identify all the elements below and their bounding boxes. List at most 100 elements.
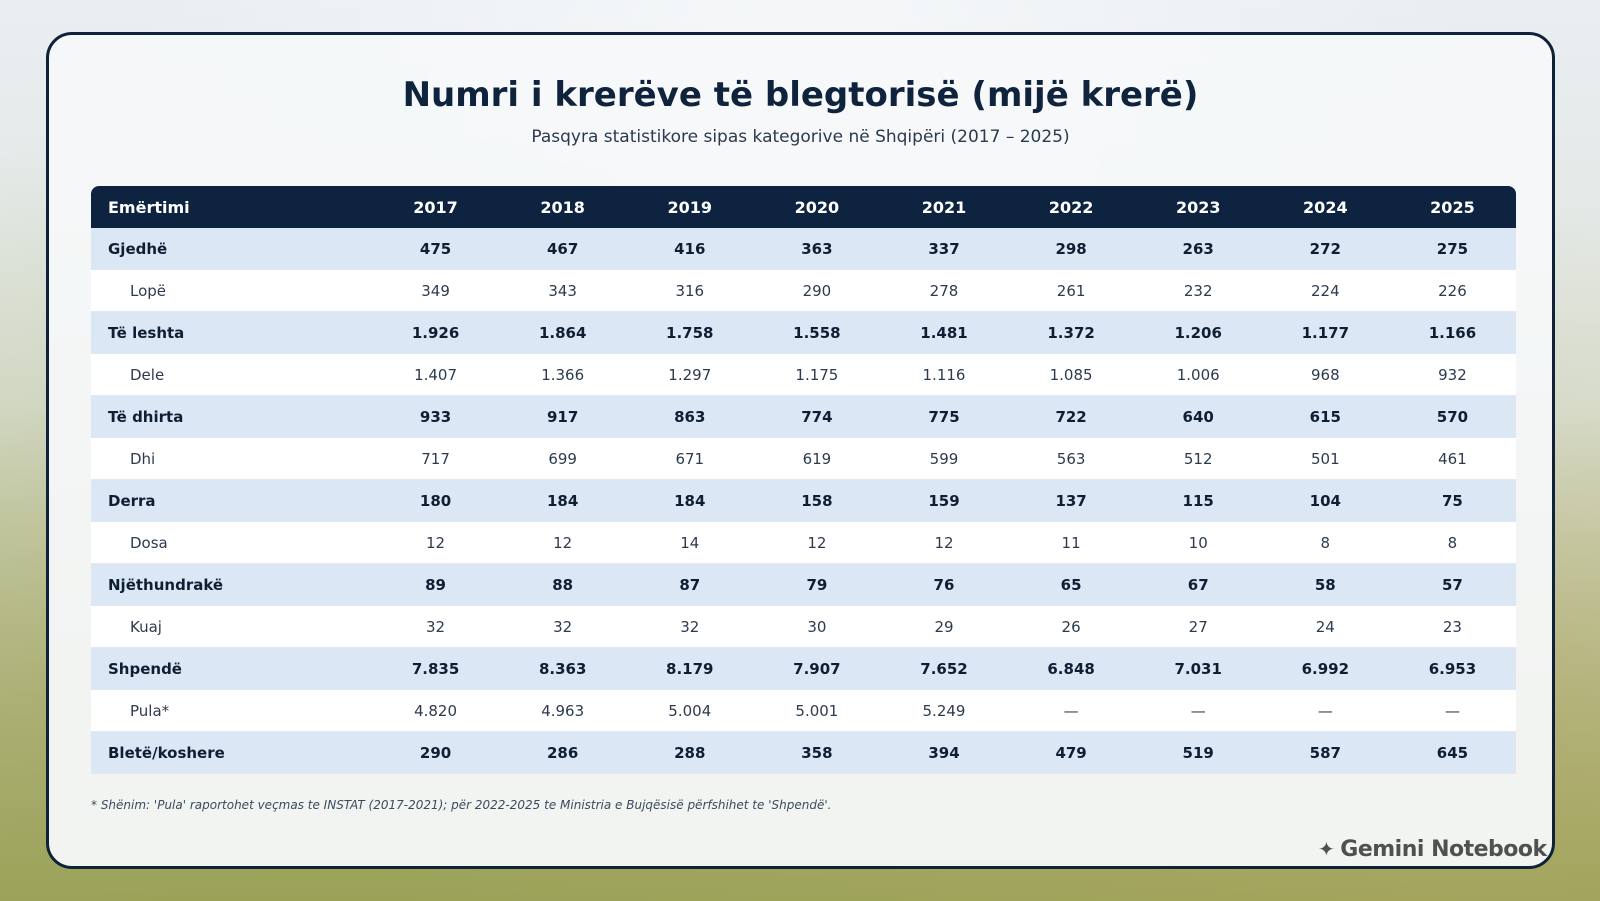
table-cell: 717 bbox=[372, 438, 500, 480]
table-cell: 5.249 bbox=[880, 690, 1008, 732]
table-cell: 1.177 bbox=[1261, 312, 1389, 354]
row-label: Dele bbox=[91, 354, 372, 396]
table-cell: 619 bbox=[753, 438, 881, 480]
table-cell: 1.006 bbox=[1134, 354, 1262, 396]
table-cell: 8 bbox=[1261, 522, 1389, 564]
table-cell: 224 bbox=[1261, 270, 1389, 312]
table-cell: 1.558 bbox=[753, 312, 881, 354]
table-cell: 29 bbox=[880, 606, 1008, 648]
table-cell: 4.820 bbox=[372, 690, 500, 732]
table-cell: 1.926 bbox=[372, 312, 500, 354]
sparkle-icon: ✦ bbox=[1318, 837, 1335, 861]
table-cell: 512 bbox=[1134, 438, 1262, 480]
table-cell: 261 bbox=[1007, 270, 1135, 312]
table-cell: 358 bbox=[753, 732, 881, 774]
table-cell: — bbox=[1134, 690, 1262, 732]
table-cell: 394 bbox=[880, 732, 1008, 774]
table-cell: 587 bbox=[1261, 732, 1389, 774]
table-row: Gjedhë 475 467 416 363 337 298 263 272 275 bbox=[91, 228, 1516, 270]
table-cell: 184 bbox=[499, 480, 627, 522]
table-row: Derra 180 184 184 158 159 137 115 104 75 bbox=[91, 480, 1516, 522]
table-cell: 479 bbox=[1007, 732, 1135, 774]
table-cell: 180 bbox=[372, 480, 500, 522]
column-header: 2023 bbox=[1134, 186, 1262, 228]
row-label: Të leshta bbox=[91, 312, 372, 354]
table-cell: 7.652 bbox=[880, 648, 1008, 690]
table-cell: 272 bbox=[1261, 228, 1389, 270]
table-row: Kuaj 32 32 32 30 29 26 27 24 23 bbox=[91, 606, 1516, 648]
row-label: Dosa bbox=[91, 522, 372, 564]
table-cell: 1.175 bbox=[753, 354, 881, 396]
table-cell: 8 bbox=[1388, 522, 1516, 564]
table-row: Lopë 349 343 316 290 278 261 232 224 226 bbox=[91, 270, 1516, 312]
table-row: Njëthundrakë 89 88 87 79 76 65 67 58 57 bbox=[91, 564, 1516, 606]
column-header: 2018 bbox=[499, 186, 627, 228]
table-cell: 76 bbox=[880, 564, 1008, 606]
column-header: 2021 bbox=[880, 186, 1008, 228]
table-cell: 349 bbox=[372, 270, 500, 312]
table-cell: 1.758 bbox=[626, 312, 754, 354]
page-title: Numri i krerëve të blegtorisë (mijë krer… bbox=[402, 75, 1199, 115]
table-cell: 7.907 bbox=[753, 648, 881, 690]
table-cell: 775 bbox=[880, 396, 1008, 438]
table-cell: 184 bbox=[626, 480, 754, 522]
row-label: Gjedhë bbox=[91, 228, 372, 270]
row-label: Njëthundrakë bbox=[91, 564, 372, 606]
table-cell: 563 bbox=[1007, 438, 1135, 480]
column-header: 2017 bbox=[372, 186, 500, 228]
row-label: Bletë/koshere bbox=[91, 732, 372, 774]
table-cell: 774 bbox=[753, 396, 881, 438]
table-row: Të dhirta 933 917 863 774 775 722 640 615 570 bbox=[91, 396, 1516, 438]
table-cell: 26 bbox=[1007, 606, 1135, 648]
table-cell: 6.848 bbox=[1007, 648, 1135, 690]
table-cell: 699 bbox=[499, 438, 627, 480]
table-cell: 159 bbox=[880, 480, 1008, 522]
table-row: Të leshta 1.926 1.864 1.758 1.558 1.481 1.372 1… bbox=[91, 312, 1516, 354]
table-cell: 343 bbox=[499, 270, 627, 312]
table-cell: 1.864 bbox=[499, 312, 627, 354]
table-cell: 14 bbox=[626, 522, 754, 564]
table-cell: 137 bbox=[1007, 480, 1135, 522]
table-cell: 6.953 bbox=[1388, 648, 1516, 690]
table-cell: 24 bbox=[1261, 606, 1389, 648]
table-body: Gjedhë 475 467 416 363 337 298 263 272 275 Lopë 349… bbox=[91, 228, 1516, 774]
table-cell: 1.206 bbox=[1134, 312, 1262, 354]
table-cell: 226 bbox=[1388, 270, 1516, 312]
table-cell: 87 bbox=[626, 564, 754, 606]
row-label: Derra bbox=[91, 480, 372, 522]
table-cell: 12 bbox=[880, 522, 1008, 564]
row-label: Pula* bbox=[91, 690, 372, 732]
content-card: Numri i krerëve të blegtorisë (mijë krer… bbox=[46, 32, 1555, 869]
row-label: Lopë bbox=[91, 270, 372, 312]
watermark-text: Gemini Notebook bbox=[1340, 836, 1547, 862]
table-cell: 932 bbox=[1388, 354, 1516, 396]
table-row: Dosa 12 12 14 12 12 11 10 8 8 bbox=[91, 522, 1516, 564]
table-cell: 363 bbox=[753, 228, 881, 270]
table-cell: 75 bbox=[1388, 480, 1516, 522]
table-cell: 11 bbox=[1007, 522, 1135, 564]
table-cell: 1.116 bbox=[880, 354, 1008, 396]
table-cell: 645 bbox=[1388, 732, 1516, 774]
table-cell: 288 bbox=[626, 732, 754, 774]
table-cell: 12 bbox=[372, 522, 500, 564]
table-cell: 79 bbox=[753, 564, 881, 606]
table-cell: — bbox=[1261, 690, 1389, 732]
column-header: 2020 bbox=[753, 186, 881, 228]
table-cell: 115 bbox=[1134, 480, 1262, 522]
table-cell: 263 bbox=[1134, 228, 1262, 270]
table-cell: 232 bbox=[1134, 270, 1262, 312]
table-cell: 30 bbox=[753, 606, 881, 648]
table-cell: 32 bbox=[499, 606, 627, 648]
table-cell: 1.366 bbox=[499, 354, 627, 396]
watermark: ✦ Gemini Notebook bbox=[1318, 834, 1558, 864]
table-cell: 104 bbox=[1261, 480, 1389, 522]
table-cell: 290 bbox=[372, 732, 500, 774]
table-cell: 416 bbox=[626, 228, 754, 270]
table-cell: 475 bbox=[372, 228, 500, 270]
table-cell: 8.363 bbox=[499, 648, 627, 690]
table-cell: 599 bbox=[880, 438, 1008, 480]
table-header-row: Emërtimi 2017 2018 2019 2020 2021 2022 2… bbox=[91, 186, 1516, 228]
table-cell: 23 bbox=[1388, 606, 1516, 648]
table-cell: 7.835 bbox=[372, 648, 500, 690]
table-cell: — bbox=[1388, 690, 1516, 732]
